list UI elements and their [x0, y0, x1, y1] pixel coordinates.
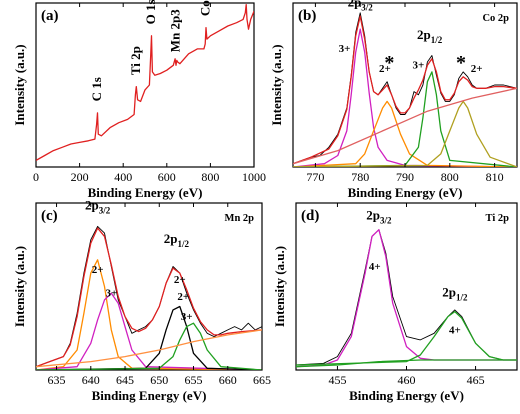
series-line-0 [36, 3, 254, 161]
x-tick-label: 1000 [242, 170, 266, 184]
oxidation-state-label: 2+ [177, 291, 189, 303]
orbital-label: 2p1/2 [164, 231, 190, 249]
orbital-label: 2p3/2 [85, 198, 111, 216]
y-axis-title: Intensity (a.u.) [12, 44, 27, 125]
x-tick-label: 665 [253, 373, 271, 387]
peak-annotation: O 1s [143, 0, 158, 24]
oxidation-state-label: 2+ [471, 63, 483, 75]
peak-annotation: Co 2p3 [198, 0, 213, 16]
series-line-background [296, 359, 517, 368]
series-line-co2-2p1-2 [293, 100, 517, 167]
x-tick-label: 810 [486, 170, 504, 184]
plot-frame [292, 2, 518, 168]
x-tick-label: 790 [396, 170, 414, 184]
plot-frame [35, 202, 263, 371]
oxidation-state-label: 3+ [413, 60, 425, 72]
series-line-ti4-2p3-2 [296, 229, 517, 368]
x-tick-label: 650 [150, 373, 168, 387]
series-line-mn3-2p1-2 [36, 322, 262, 370]
orbital-label: 2p3/2 [348, 0, 374, 12]
x-tick-label: 600 [158, 170, 176, 184]
series-line-background [36, 329, 262, 368]
panel-2: 770 780 790 800 810 Binding Energy (eV) Intens… [269, 0, 518, 200]
x-axis-title: Binding Energy (eV) [92, 388, 207, 403]
x-tick-label: 645 [116, 373, 134, 387]
oxidation-state-label: 2+ [379, 63, 391, 75]
x-tick-label: 655 [185, 373, 203, 387]
y-axis-title: Intensity (a.u.) [269, 44, 284, 125]
peak-annotation: Mn 2p3 [168, 9, 183, 52]
peak-annotation: Ti 2p [128, 46, 143, 75]
series-line-co2-2p3-2 [293, 100, 517, 167]
x-tick-label: 400 [114, 170, 132, 184]
element-label: Ti 2p [486, 213, 510, 224]
x-tick-label: 465 [467, 373, 485, 387]
panel-tag: (c) [41, 208, 58, 224]
series-line-envelope [293, 15, 517, 165]
series-line-envelope [36, 227, 262, 368]
panel-3: 635 640 645 650 655 660 665 Binding Energy (eV)… [12, 198, 271, 403]
oxidation-state-label: 3+ [105, 288, 117, 300]
oxidation-state-label: 4+ [369, 261, 381, 273]
element-label: Mn 2p [225, 213, 255, 224]
series-group [293, 12, 517, 167]
x-tick-label: 800 [441, 170, 459, 184]
x-axis-title: Binding Energy (eV) [349, 388, 464, 403]
series-group [296, 229, 517, 368]
series-line-mn2-2p3-2 [36, 259, 262, 370]
oxidation-state-label: 2+ [92, 264, 104, 276]
y-axis-title: Intensity (a.u.) [12, 246, 27, 327]
oxidation-state-label: 2+ [174, 274, 186, 286]
satellite-marker: * [384, 52, 394, 74]
plot-frame [35, 2, 255, 168]
x-tick-label: 770 [306, 170, 324, 184]
x-tick-label: 800 [201, 170, 219, 184]
orbital-label: 2p3/2 [366, 208, 392, 226]
x-tick-label: 0 [33, 170, 39, 184]
series-line-background [293, 87, 517, 165]
series-group [36, 225, 262, 370]
x-axis-title: Binding Energy (eV) [88, 185, 203, 200]
x-tick-label: 635 [48, 373, 66, 387]
series-line-mn3-2p3-2 [36, 292, 262, 370]
oxidation-state-label: 4+ [449, 324, 461, 336]
peak-annotation: C 1s [89, 77, 104, 101]
series-line-co3-2p3-2 [293, 28, 517, 167]
series-group [36, 3, 254, 161]
series-line-mn2-2p1-2 [36, 305, 262, 370]
y-axis-title: Intensity (a.u.) [272, 246, 287, 327]
panel-tag: (a) [41, 8, 59, 24]
x-tick-label: 455 [328, 373, 346, 387]
panel-tag: (d) [301, 208, 319, 224]
element-label: Co 2p [482, 13, 509, 24]
x-tick-label: 460 [398, 373, 416, 387]
x-tick-label: 200 [71, 170, 89, 184]
x-tick-label: 640 [82, 373, 100, 387]
x-tick-label: 780 [351, 170, 369, 184]
series-line-ti4-2p1-2 [296, 310, 517, 366]
panel-tag: (b) [298, 8, 316, 24]
x-tick-label: 660 [219, 373, 237, 387]
oxidation-state-label: 3+ [181, 311, 193, 323]
orbital-label: 2p1/2 [417, 27, 443, 45]
orbital-label: 2p1/2 [442, 285, 468, 303]
panel-1: 0 200 400 600 800 1000 Binding Energy (eV) Inte… [12, 0, 266, 200]
oxidation-state-label: 3+ [339, 43, 351, 55]
x-axis-title: Binding Energy (eV) [348, 185, 463, 200]
series-line-co3-2p1-2 [293, 71, 517, 167]
satellite-marker: * [456, 52, 466, 74]
